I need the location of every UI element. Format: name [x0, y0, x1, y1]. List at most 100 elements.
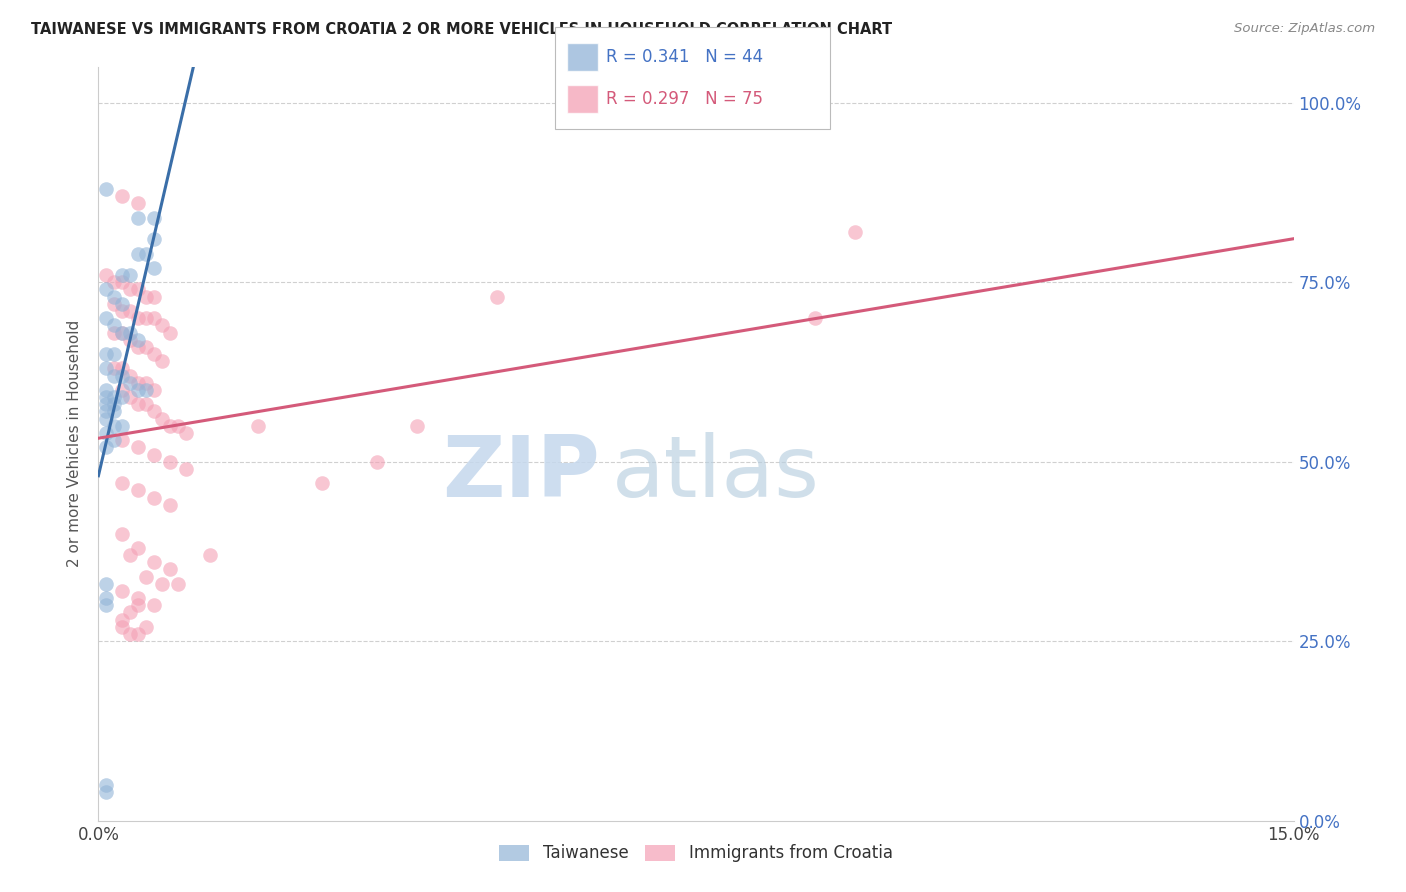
- Point: [120, 304, 142, 318]
- Point: [111, 297, 134, 311]
- Point: [135, 290, 157, 304]
- Point: [96, 390, 118, 404]
- Point: [96, 591, 118, 606]
- Point: [111, 433, 134, 447]
- Point: [143, 404, 166, 418]
- Point: [150, 576, 173, 591]
- Point: [135, 620, 157, 634]
- Point: [127, 196, 149, 211]
- Point: [120, 368, 142, 383]
- Point: [103, 297, 125, 311]
- Text: Source: ZipAtlas.com: Source: ZipAtlas.com: [1234, 22, 1375, 36]
- Point: [103, 390, 125, 404]
- Point: [143, 311, 166, 326]
- Text: atlas: atlas: [613, 433, 820, 516]
- Point: [111, 620, 134, 634]
- Point: [143, 599, 166, 613]
- Point: [103, 361, 125, 376]
- Point: [120, 390, 142, 404]
- Point: [96, 311, 118, 326]
- Point: [96, 441, 118, 455]
- Point: [406, 418, 429, 433]
- Point: [159, 455, 181, 469]
- Point: [127, 397, 149, 411]
- Point: [111, 275, 134, 289]
- Point: [174, 462, 197, 476]
- Point: [96, 347, 118, 361]
- Point: [127, 483, 149, 498]
- Point: [103, 326, 125, 340]
- Point: [127, 599, 149, 613]
- Point: [159, 326, 181, 340]
- Point: [135, 311, 157, 326]
- Point: [127, 627, 149, 641]
- Point: [103, 397, 125, 411]
- Point: [96, 182, 118, 196]
- Point: [111, 390, 134, 404]
- Point: [150, 318, 173, 333]
- Point: [143, 232, 166, 246]
- Point: [120, 333, 142, 347]
- Point: [96, 785, 118, 799]
- Point: [485, 290, 508, 304]
- Point: [135, 569, 157, 583]
- Point: [143, 383, 166, 397]
- Point: [103, 368, 125, 383]
- Point: [127, 383, 149, 397]
- Point: [159, 418, 181, 433]
- Point: [127, 591, 149, 606]
- Point: [366, 455, 388, 469]
- Point: [96, 404, 118, 418]
- Point: [111, 304, 134, 318]
- Point: [120, 606, 142, 620]
- Point: [127, 246, 149, 260]
- Point: [111, 383, 134, 397]
- Point: [143, 211, 166, 225]
- Point: [111, 526, 134, 541]
- Point: [143, 290, 166, 304]
- Point: [96, 268, 118, 282]
- Text: R = 0.341   N = 44: R = 0.341 N = 44: [606, 48, 763, 66]
- Point: [167, 576, 190, 591]
- Point: [143, 347, 166, 361]
- Point: [103, 290, 125, 304]
- Point: [103, 418, 125, 433]
- Point: [804, 311, 827, 326]
- Point: [143, 555, 166, 569]
- Point: [111, 583, 134, 598]
- Point: [135, 383, 157, 397]
- Point: [127, 441, 149, 455]
- Point: [150, 354, 173, 368]
- Point: [111, 326, 134, 340]
- Point: [111, 368, 134, 383]
- Point: [96, 383, 118, 397]
- Point: [103, 404, 125, 418]
- Point: [127, 541, 149, 555]
- Point: [111, 613, 134, 627]
- Point: [311, 476, 333, 491]
- Point: [127, 311, 149, 326]
- Point: [111, 268, 134, 282]
- Point: [135, 246, 157, 260]
- Point: [135, 340, 157, 354]
- Point: [127, 333, 149, 347]
- Point: [159, 562, 181, 576]
- Point: [159, 498, 181, 512]
- Point: [143, 260, 166, 275]
- Point: [103, 433, 125, 447]
- Point: [127, 340, 149, 354]
- Point: [111, 476, 134, 491]
- Point: [135, 397, 157, 411]
- Point: [111, 189, 134, 203]
- Point: [120, 268, 142, 282]
- Point: [143, 491, 166, 505]
- Point: [127, 376, 149, 390]
- Point: [96, 411, 118, 425]
- Point: [120, 376, 142, 390]
- Point: [111, 418, 134, 433]
- Point: [96, 397, 118, 411]
- Point: [120, 627, 142, 641]
- Point: [103, 275, 125, 289]
- Point: [120, 326, 142, 340]
- Point: [96, 282, 118, 296]
